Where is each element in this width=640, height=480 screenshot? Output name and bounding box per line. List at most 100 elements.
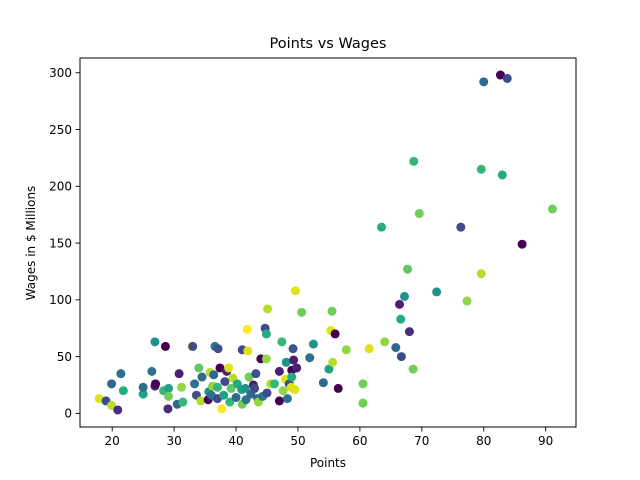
x-axis-ticks: 20 30 40 50 60 70 80 90 [105,427,553,448]
data-point [277,337,287,347]
data-point [308,339,318,349]
x-tick-label: 50 [290,434,305,448]
y-tick-label: 0 [64,407,72,421]
data-points [94,70,557,415]
data-point [328,357,338,367]
data-point [107,379,117,389]
data-point [261,354,271,364]
data-point [290,286,300,296]
data-point [113,405,123,415]
data-point [243,346,253,356]
data-point [432,287,442,297]
data-point [414,209,424,219]
data-point [107,400,117,410]
data-point [287,372,297,382]
data-point [396,314,406,324]
x-tick-label: 80 [476,434,491,448]
data-point [116,369,126,379]
data-point [495,70,505,80]
data-point [282,394,292,404]
data-point [188,341,198,351]
data-point [244,372,254,382]
y-tick-label: 150 [49,236,72,250]
y-tick-label: 300 [49,66,72,80]
data-point [274,366,284,376]
data-point [138,382,148,392]
data-point [150,337,160,347]
data-point [297,307,307,317]
data-point [263,304,273,314]
data-point [497,170,507,180]
data-point [391,343,401,353]
data-point [194,363,204,373]
data-point [217,404,227,414]
data-point [395,299,405,309]
data-point [177,382,187,392]
data-point [212,382,222,392]
data-point [94,394,104,404]
data-point [292,363,302,373]
data-point [476,269,486,279]
plot-frame [79,57,577,428]
data-point [197,372,207,382]
data-point [261,329,271,339]
data-point [164,391,174,401]
data-point [517,239,527,249]
data-point [163,404,173,414]
data-point [409,156,419,166]
data-point [456,222,466,232]
data-point [138,389,148,399]
data-point [288,344,298,354]
data-point [174,369,184,379]
data-point [151,379,161,389]
data-point [479,77,489,87]
data-point [396,352,406,362]
data-point [502,73,512,83]
data-point [196,396,206,406]
y-tick-label: 200 [49,180,72,194]
data-point [250,383,260,393]
data-point [118,386,128,396]
y-tick-label: 50 [57,350,72,364]
chart-title: Points vs Wages [270,36,387,52]
y-tick-label: 250 [49,123,72,137]
data-point [318,378,328,388]
data-point [240,383,250,393]
data-point [213,344,223,354]
data-point [269,379,279,389]
x-tick-label: 30 [166,434,181,448]
x-tick-label: 20 [105,434,120,448]
data-point [224,363,234,373]
y-tick-label: 100 [49,293,72,307]
data-point [341,345,351,355]
data-point [231,392,241,402]
data-point [324,364,334,374]
data-point [399,291,409,301]
data-point [278,386,288,396]
data-point [160,341,170,351]
data-point [327,306,337,316]
data-point [190,379,200,389]
data-point [225,397,235,407]
data-point [547,204,557,214]
data-point [358,398,368,408]
data-point [330,329,340,339]
x-axis-label: Points [310,456,346,470]
y-axis-label: Wages in $ Millions [24,186,38,301]
data-point [219,390,229,400]
data-point [281,357,291,367]
data-point [215,363,225,373]
data-point [476,164,486,174]
data-point [462,296,472,306]
data-point [333,383,343,393]
data-point [164,383,174,393]
x-tick-label: 40 [228,434,243,448]
data-point [377,222,387,232]
x-tick-label: 70 [414,434,429,448]
data-point [274,396,284,406]
data-point [147,366,157,376]
data-point [404,327,414,337]
data-point [358,379,368,389]
